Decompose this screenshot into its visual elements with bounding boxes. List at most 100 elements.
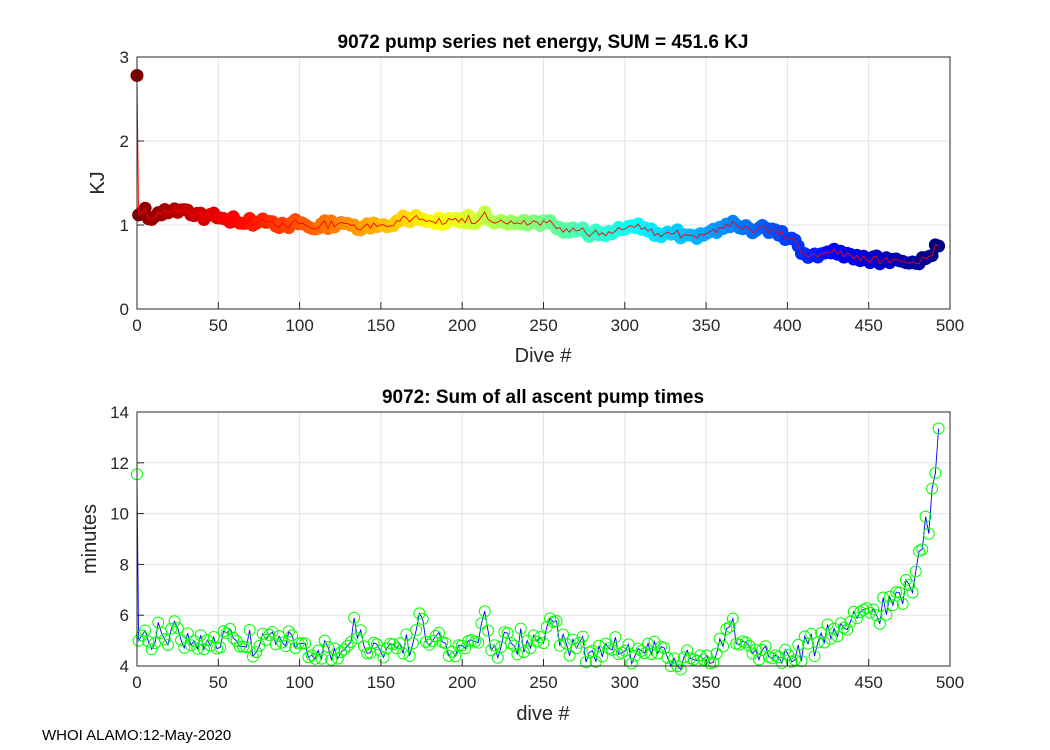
- pump-time-data-point: [808, 650, 821, 663]
- energy-x-tick-label: 0: [132, 316, 141, 335]
- pump-time-data-point: [348, 611, 361, 624]
- pump-time-data-point: [488, 639, 501, 652]
- pump-time-data-point: [504, 637, 517, 650]
- pump-time-data-point: [694, 649, 707, 662]
- pump-time-data-point: [410, 624, 423, 637]
- pump-time-data-point: [517, 646, 530, 659]
- footer-stamp: WHOI ALAMO:12-May-2020: [42, 727, 232, 744]
- pump-time-data-point: [325, 653, 338, 666]
- energy-y-tick-label: 1: [120, 216, 129, 235]
- energy-y-ticks: 0 1 2 3: [120, 48, 144, 319]
- pump-time-data-point: [847, 605, 860, 618]
- pump-time-data-point: [726, 612, 739, 625]
- pump-time-data-point: [246, 650, 259, 663]
- pump-time-data-point: [530, 635, 543, 648]
- pump-time-y-label: minutes: [79, 504, 101, 574]
- energy-x-tick-label: 500: [936, 316, 964, 335]
- pump-time-data-point: [344, 636, 357, 649]
- pump-time-data-point: [374, 644, 387, 657]
- pump-time-data-point: [677, 651, 690, 664]
- pump-time-data-point: [739, 636, 752, 649]
- pump-time-data-point: [224, 622, 237, 635]
- energy-x-tick-label: 50: [209, 316, 228, 335]
- pump-time-data-point: [158, 633, 171, 646]
- pump-time-data-point: [459, 642, 472, 655]
- pump-time-data-point: [576, 630, 589, 643]
- energy-series-line: [136, 75, 939, 265]
- pump-time-data-point: [527, 629, 540, 642]
- pump-time-data-point: [766, 652, 779, 665]
- energy-y-label: KJ: [87, 171, 109, 194]
- pump-time-data-point: [864, 606, 877, 619]
- pump-time-data-point: [932, 422, 945, 435]
- pump-time-x-ticks: 0 50 100 150 200 250 300 350 400 450 500: [132, 659, 964, 692]
- pump-time-data-point: [165, 622, 178, 635]
- pump-time-data-point: [792, 638, 805, 651]
- pump-time-data-point: [743, 639, 756, 652]
- pump-time-data-point: [896, 597, 909, 610]
- pump-time-data-point: [452, 639, 465, 652]
- energy-x-tick-label: 450: [855, 316, 883, 335]
- pump-time-y-tick-label: 12: [110, 454, 129, 473]
- pump-time-axes: 0 50 100 150 200 250 300 350 400 450 500 4 6 8 10 12 14…: [79, 387, 964, 725]
- pump-time-data-point: [886, 599, 899, 612]
- pump-time-data-point: [191, 642, 204, 655]
- pump-time-data-point: [145, 643, 158, 656]
- pump-time-data-point: [168, 615, 181, 628]
- energy-x-label: Dive #: [515, 345, 573, 367]
- pump-time-data-point: [553, 639, 566, 652]
- pump-time-data-point: [710, 647, 723, 660]
- pump-time-data-point: [194, 629, 207, 642]
- pump-time-data-point: [429, 629, 442, 642]
- pump-time-data-point: [834, 617, 847, 630]
- energy-data-point: [932, 239, 946, 253]
- energy-x-tick-label: 400: [773, 316, 801, 335]
- pump-time-data-point: [292, 637, 305, 650]
- pump-time-data-point: [416, 613, 429, 626]
- pump-time-data-point: [821, 618, 834, 631]
- pump-time-data-point: [269, 638, 282, 651]
- pump-time-data-point: [214, 641, 227, 654]
- pump-time-data-point: [243, 623, 256, 636]
- pump-time-data-point: [295, 637, 308, 650]
- pump-time-data-point: [276, 636, 289, 649]
- pump-time-data-point: [341, 639, 354, 652]
- pump-time-data-point: [890, 586, 903, 599]
- pump-time-data-point: [795, 655, 808, 668]
- pump-time-data-point: [279, 640, 292, 653]
- pump-time-data-point: [619, 644, 632, 657]
- pump-time-data-point: [909, 565, 922, 578]
- pump-time-data-point: [615, 646, 628, 659]
- pump-time-data-point: [557, 628, 570, 641]
- energy-x-tick-label: 200: [448, 316, 476, 335]
- pump-time-data-point: [266, 626, 279, 639]
- pump-time-data-point: [903, 578, 916, 591]
- pump-time-x-tick-label: 100: [285, 673, 313, 692]
- pump-time-data-point: [475, 617, 488, 630]
- pump-time-data-point: [315, 652, 328, 665]
- pump-time-data-point: [511, 648, 524, 661]
- pump-time-data-point: [197, 643, 210, 656]
- pump-time-data-point: [508, 639, 521, 652]
- pump-time-data-point: [707, 656, 720, 669]
- pump-time-data-point: [560, 637, 573, 650]
- pump-time-data-point: [335, 646, 348, 659]
- pump-time-data-point: [331, 652, 344, 665]
- pump-time-data-point: [788, 653, 801, 666]
- pump-time-x-tick-label: 250: [529, 673, 557, 692]
- pump-time-data-point: [302, 651, 315, 664]
- pump-time-data-point: [240, 641, 253, 654]
- pump-time-data-point: [273, 630, 286, 643]
- pump-time-data-point: [668, 652, 681, 665]
- pump-time-data-point: [524, 642, 537, 655]
- pump-time-y-ticks: 4 6 8 10 12 14: [110, 403, 144, 676]
- pump-time-data-point: [681, 644, 694, 657]
- pump-time-data-point: [873, 617, 886, 630]
- pump-time-data-point: [299, 637, 312, 650]
- pump-time-data-point: [929, 467, 942, 480]
- pump-time-data-point: [831, 630, 844, 643]
- pump-time-data-point: [534, 631, 547, 644]
- pump-time-data-point: [139, 624, 152, 637]
- pump-time-x-tick-label: 400: [773, 673, 801, 692]
